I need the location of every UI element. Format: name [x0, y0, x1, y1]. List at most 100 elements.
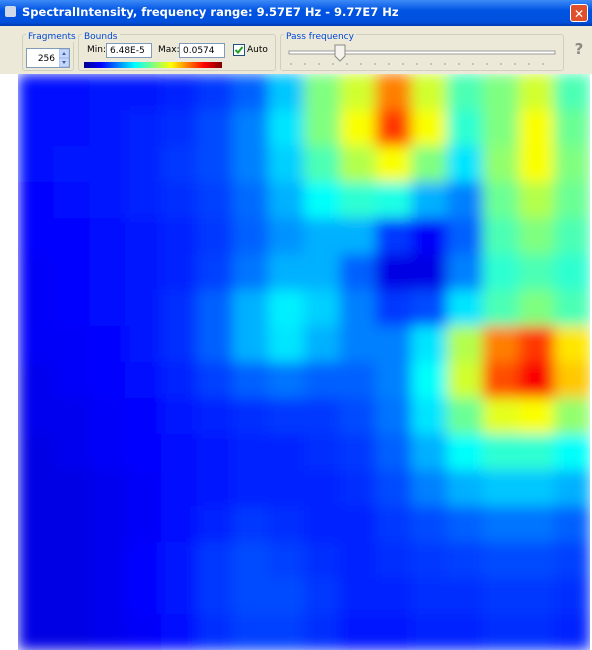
- heatmap-cell: [90, 614, 126, 650]
- heatmap-cell: [233, 614, 269, 650]
- heatmap-cell: [18, 506, 54, 543]
- heatmap-cell: [54, 578, 90, 615]
- heatmap-cell: [554, 74, 590, 111]
- heatmap-cell: [197, 254, 233, 291]
- toolbar: Fragments 256 Bounds Min: 6.48E-5 Max: 0…: [0, 26, 592, 74]
- heatmap-cell: [90, 110, 126, 147]
- heatmap-cell: [519, 434, 555, 471]
- heatmap-cell: [483, 578, 519, 615]
- max-input[interactable]: 0.0574: [179, 43, 225, 58]
- heatmap-cell: [90, 326, 126, 363]
- heatmap-cell: [447, 578, 483, 615]
- heatmap-cell: [519, 290, 555, 327]
- heatmap-cell: [90, 470, 126, 507]
- heatmap-cell: [447, 470, 483, 507]
- heatmap-cell: [376, 146, 412, 183]
- heatmap-cell: [340, 362, 376, 399]
- heatmap-cell: [554, 362, 590, 399]
- heatmap-cell: [483, 182, 519, 219]
- heatmap-cell: [197, 470, 233, 507]
- heatmap-cell: [554, 110, 590, 147]
- close-button[interactable]: ✕: [570, 4, 588, 22]
- heatmap-cell: [483, 326, 519, 363]
- heatmap-cell: [54, 326, 90, 363]
- heatmap-cell: [90, 362, 126, 399]
- heatmap-cell: [268, 578, 304, 615]
- heatmap-cell: [125, 614, 161, 650]
- heatmap-cell: [411, 110, 447, 147]
- heatmap-cell: [519, 578, 555, 615]
- heatmap-cell: [304, 218, 340, 255]
- heatmap-cell: [554, 218, 590, 255]
- heatmap-cell: [161, 506, 197, 543]
- heatmap-cell: [90, 506, 126, 543]
- heatmap-cell: [197, 398, 233, 435]
- spinner[interactable]: [59, 49, 69, 67]
- heatmap-cell: [340, 110, 376, 147]
- heatmap-cell: [125, 578, 161, 615]
- heatmap-cell: [125, 218, 161, 255]
- heatmap-cell: [233, 146, 269, 183]
- heatmap-cell: [519, 326, 555, 363]
- heatmap-cell: [554, 182, 590, 219]
- heatmap-cell: [161, 254, 197, 291]
- heatmap-cell: [304, 326, 340, 363]
- heatmap-cell: [483, 434, 519, 471]
- heatmap-cell: [519, 254, 555, 291]
- slider[interactable]: [285, 43, 559, 69]
- heatmap-cell: [197, 146, 233, 183]
- heatmap-cell: [554, 470, 590, 507]
- heatmap-cell: [554, 326, 590, 363]
- heatmap-cell: [268, 290, 304, 327]
- heatmap-cell: [519, 542, 555, 579]
- heatmap-cell: [125, 506, 161, 543]
- heatmap-cell: [519, 506, 555, 543]
- heatmap-cell: [411, 326, 447, 363]
- heatmap-cell: [54, 362, 90, 399]
- heatmap-cell: [233, 290, 269, 327]
- heatmap-cell: [233, 434, 269, 471]
- help-button[interactable]: ?: [570, 40, 588, 68]
- heatmap-cell: [304, 542, 340, 579]
- heatmap-cell: [18, 434, 54, 471]
- heatmap-cell: [304, 290, 340, 327]
- heatmap-cell: [54, 398, 90, 435]
- heatmap-cell: [519, 146, 555, 183]
- heatmap-cell: [161, 398, 197, 435]
- heatmap-cell: [411, 542, 447, 579]
- heatmap-cell: [304, 398, 340, 435]
- max-label: Max:: [158, 45, 180, 55]
- heatmap-cell: [411, 470, 447, 507]
- heatmap-cell: [554, 146, 590, 183]
- heatmap-cell: [268, 146, 304, 183]
- heatmap-cell: [90, 290, 126, 327]
- heatmap-cell: [197, 218, 233, 255]
- heatmap-cell: [161, 74, 197, 111]
- heatmap-cell: [18, 398, 54, 435]
- heatmap-cell: [411, 74, 447, 111]
- heatmap-cell: [447, 506, 483, 543]
- heatmap-cell: [268, 218, 304, 255]
- heatmap-cell: [447, 398, 483, 435]
- heatmap-cell: [54, 614, 90, 650]
- heatmap-cell: [161, 182, 197, 219]
- heatmap-cell: [411, 434, 447, 471]
- heatmap-cell: [18, 110, 54, 147]
- heatmap-cell: [411, 578, 447, 615]
- heatmap-cell: [483, 398, 519, 435]
- heatmap-cell: [411, 614, 447, 650]
- heatmap-cell: [161, 146, 197, 183]
- heatmap-cell: [233, 470, 269, 507]
- heatmap-cell: [376, 74, 412, 111]
- heatmap-cell: [447, 146, 483, 183]
- heatmap-cell: [483, 614, 519, 650]
- heatmap-cell: [268, 434, 304, 471]
- heatmap-cell: [125, 290, 161, 327]
- auto-checkbox[interactable]: [233, 44, 245, 56]
- heatmap-cell: [18, 542, 54, 579]
- min-input[interactable]: 6.48E-5: [106, 43, 152, 58]
- heatmap-cell: [340, 218, 376, 255]
- heatmap-cell: [233, 578, 269, 615]
- heatmap-cells: [18, 74, 590, 650]
- heatmap-cell: [54, 254, 90, 291]
